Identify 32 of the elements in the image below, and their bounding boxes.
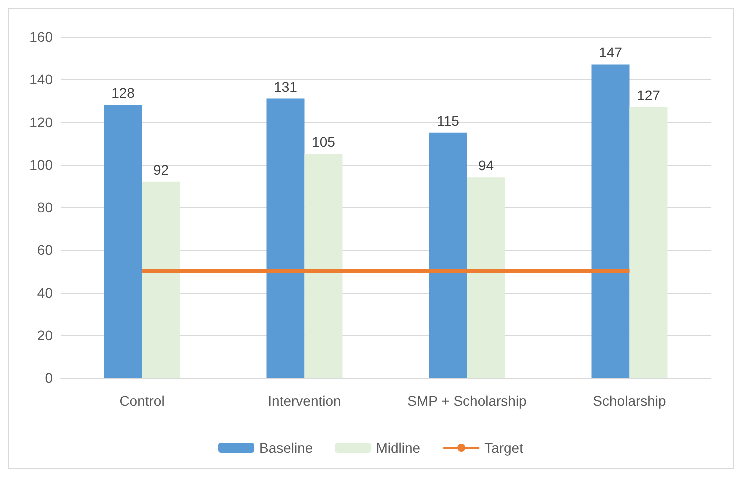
y-tick-label: 60	[37, 242, 54, 258]
y-tick-label: 0	[45, 370, 54, 386]
bar	[630, 107, 668, 378]
bar	[142, 182, 180, 378]
y-tick-label: 80	[37, 200, 54, 216]
bar	[592, 64, 630, 378]
data-label: 128	[112, 85, 136, 102]
y-tick-label: 100	[30, 156, 54, 173]
legend-label: Target	[484, 440, 524, 456]
data-label: 131	[274, 78, 298, 95]
data-label: 115	[437, 112, 460, 129]
data-label: 92	[153, 162, 170, 178]
y-tick-label: 140	[30, 72, 54, 88]
y-tick-label: 20	[37, 327, 54, 344]
data-label: 147	[599, 44, 623, 61]
x-tick-label: SMP + Scholarship	[408, 393, 528, 409]
data-label: 105	[312, 134, 336, 150]
bar	[429, 132, 468, 378]
bar	[467, 178, 506, 378]
bar	[104, 105, 142, 378]
data-label: 94	[478, 158, 494, 174]
legend-label: Baseline	[260, 440, 314, 456]
data-label: 127	[637, 87, 661, 104]
bar	[304, 154, 343, 378]
x-tick-label: Control	[120, 393, 165, 409]
y-tick-label: 160	[30, 29, 54, 45]
legend-label: Midline	[376, 440, 421, 456]
x-tick-label: Scholarship	[593, 393, 667, 409]
bar	[266, 98, 305, 378]
y-tick-label: 120	[30, 114, 54, 130]
y-tick-label: 40	[37, 284, 54, 301]
x-tick-label: Intervention	[268, 393, 342, 409]
